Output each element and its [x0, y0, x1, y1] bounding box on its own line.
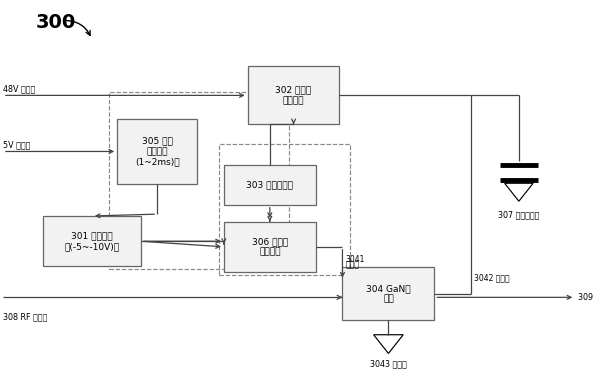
Text: 309 RF 输出。: 309 RF 输出。 [578, 293, 593, 302]
Text: 3042 漏极。: 3042 漏极。 [474, 273, 510, 282]
Text: 304 GaN器
件。: 304 GaN器 件。 [366, 284, 411, 303]
FancyBboxPatch shape [224, 221, 315, 272]
Text: 303 控制电路。: 303 控制电路。 [246, 181, 294, 190]
FancyBboxPatch shape [224, 165, 315, 205]
Text: 3043 源极。: 3043 源极。 [370, 359, 407, 368]
FancyBboxPatch shape [117, 119, 197, 184]
Text: 5V 输入。: 5V 输入。 [3, 141, 30, 150]
Text: 门极。: 门极。 [345, 260, 359, 269]
FancyBboxPatch shape [342, 267, 434, 320]
Text: 306 偏压开
关电路。: 306 偏压开 关电路。 [251, 237, 288, 257]
Text: 305 电压
保持电路
(1~2ms)。: 305 电压 保持电路 (1~2ms)。 [135, 137, 180, 166]
Polygon shape [505, 183, 533, 201]
Text: 307 大电容器。: 307 大电容器。 [498, 211, 540, 220]
Text: 302 漏板开
关电路。: 302 漏板开 关电路。 [276, 86, 311, 105]
FancyBboxPatch shape [248, 67, 339, 125]
Text: 300: 300 [36, 13, 76, 32]
Polygon shape [374, 335, 403, 353]
Text: 308 RF 输入。: 308 RF 输入。 [3, 312, 47, 321]
Text: 48V 输入。: 48V 输入。 [3, 85, 35, 94]
Text: 301 负偏压电
路(-5~-10V)。: 301 负偏压电 路(-5~-10V)。 [65, 232, 119, 251]
FancyBboxPatch shape [43, 216, 141, 266]
Text: 3041: 3041 [345, 255, 365, 264]
